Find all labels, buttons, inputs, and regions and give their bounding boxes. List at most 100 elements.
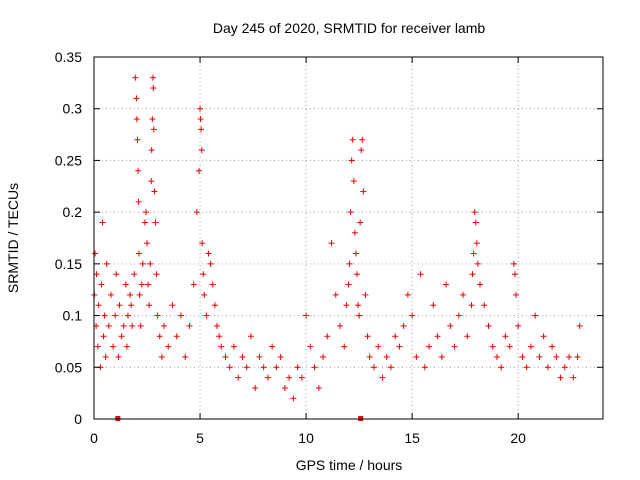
data-point (147, 260, 154, 267)
data-point (332, 291, 339, 298)
data-point (502, 333, 509, 340)
data-point (134, 136, 141, 143)
data-point (469, 271, 476, 278)
data-point (447, 322, 454, 329)
data-point (110, 343, 117, 350)
data-point (421, 364, 428, 371)
data-point (471, 209, 478, 216)
x-tick-label: 15 (404, 430, 420, 446)
data-point (426, 343, 433, 350)
data-point (133, 116, 140, 123)
data-point (101, 312, 108, 319)
data-point (474, 260, 481, 267)
data-point (260, 364, 267, 371)
data-point (150, 126, 157, 133)
data-point (358, 147, 365, 154)
data-point (135, 167, 142, 174)
data-point (413, 353, 420, 360)
data-point (451, 343, 458, 350)
y-tick-label: 0.35 (55, 49, 82, 65)
data-point (290, 395, 297, 402)
data-point (498, 364, 505, 371)
data-point (281, 384, 288, 391)
data-point (252, 384, 259, 391)
y-tick-label: 0.2 (63, 204, 83, 220)
data-point (360, 188, 367, 195)
x-tick-label: 0 (90, 430, 98, 446)
data-point (235, 374, 242, 381)
data-point (256, 353, 263, 360)
x-tick-label: 20 (510, 430, 526, 446)
data-point (226, 364, 233, 371)
x-tick-label: 10 (298, 430, 314, 446)
y-tick-label: 0.05 (55, 359, 82, 375)
data-point (353, 271, 360, 278)
data-point (387, 364, 394, 371)
data-point (115, 353, 122, 360)
data-point (124, 312, 131, 319)
data-point (203, 312, 210, 319)
data-point (473, 240, 480, 247)
data-point (544, 364, 551, 371)
data-point (438, 353, 445, 360)
data-point (128, 302, 135, 309)
data-point (443, 281, 450, 288)
data-point (222, 353, 229, 360)
data-point (173, 333, 180, 340)
data-point (476, 281, 483, 288)
data-point (349, 136, 356, 143)
data-point (485, 322, 492, 329)
data-point (328, 240, 335, 247)
data-point (218, 343, 225, 350)
data-point (468, 302, 475, 309)
data-point (138, 281, 145, 288)
data-point (404, 291, 411, 298)
data-point (146, 302, 153, 309)
data-point (118, 333, 125, 340)
data-point (311, 364, 318, 371)
data-point (513, 291, 520, 298)
data-point (359, 136, 366, 143)
data-point (561, 364, 568, 371)
data-point (351, 229, 358, 236)
data-point (370, 364, 377, 371)
data-point (116, 302, 123, 309)
data-point (199, 240, 206, 247)
y-tick-label: 0 (74, 411, 82, 427)
data-point (294, 364, 301, 371)
data-point (198, 126, 205, 133)
data-point (177, 312, 184, 319)
data-point (315, 384, 322, 391)
data-point (536, 353, 543, 360)
data-point (346, 260, 353, 267)
data-point (151, 188, 158, 195)
data-point (107, 291, 114, 298)
data-point (214, 322, 221, 329)
data-point (120, 322, 127, 329)
data-point (362, 291, 369, 298)
data-point (149, 74, 156, 81)
data-point (350, 178, 357, 185)
data-point (532, 312, 539, 319)
data-point (409, 312, 416, 319)
data-point (277, 353, 284, 360)
data-point (139, 260, 146, 267)
data-point (200, 271, 207, 278)
data-point (348, 157, 355, 164)
data-point (511, 271, 518, 278)
data-point (92, 250, 99, 257)
data-point (127, 291, 134, 298)
data-point (136, 291, 143, 298)
data-point (493, 353, 500, 360)
data-point (135, 198, 142, 205)
data-point (103, 260, 110, 267)
data-point (553, 353, 560, 360)
data-point (193, 209, 200, 216)
data-point (158, 353, 165, 360)
data-point (343, 302, 350, 309)
data-point (434, 333, 441, 340)
data-point (286, 374, 293, 381)
data-point (148, 147, 155, 154)
data-point (417, 271, 424, 278)
